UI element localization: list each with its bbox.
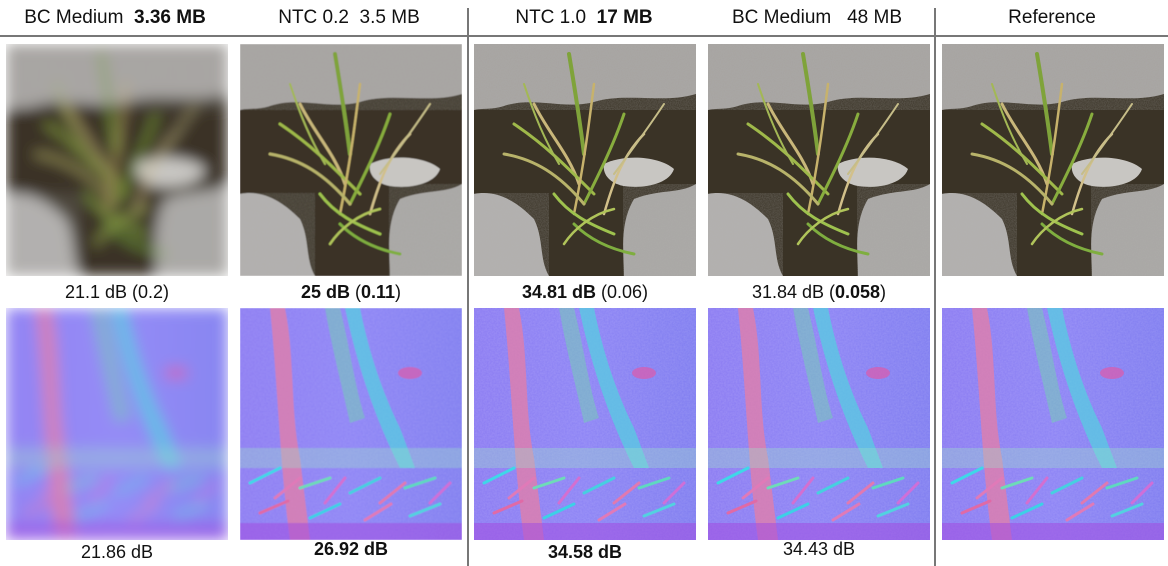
albedo-tile-reference	[942, 44, 1164, 276]
column-method: NTC 0.2	[278, 7, 349, 28]
psnr-value: 34.81 dB	[521, 282, 596, 302]
albedo-metric-bc-medium-low: 21.1 dB (0.2)	[64, 282, 170, 302]
psnr-value: 21.1 dB	[64, 282, 128, 302]
albedo-metric-ntc-10: 34.81 dB (0.06)	[521, 282, 649, 302]
normal-tile-ntc-02	[240, 308, 462, 540]
lpips-value: 0.11	[360, 282, 396, 302]
header-divider	[0, 35, 1168, 37]
lpips-value: 0.06	[607, 282, 643, 302]
column-header-bc-medium-low: BC Medium 3.36 MB	[4, 4, 226, 32]
psnr-value: 21.86 dB	[80, 542, 154, 562]
albedo-tile-ntc-10	[474, 44, 696, 276]
normal-tile-bc-medium-high	[708, 308, 930, 540]
column-size: 3.36 MB	[134, 7, 206, 28]
lpips-value: 0.058	[835, 282, 881, 302]
normal-tile-ntc-10	[474, 308, 696, 540]
column-method: BC Medium	[24, 7, 124, 28]
column-header-ntc-02: NTC 0.2 3.5 MB	[238, 4, 460, 32]
lpips-value: 0.2	[138, 282, 164, 302]
column-size: 48 MB	[847, 7, 902, 28]
column-method: Reference	[1008, 7, 1096, 28]
column-size: 17 MB	[596, 7, 653, 28]
group-divider-left	[467, 8, 469, 566]
albedo-tile-ntc-02	[240, 44, 462, 276]
normal-metric-ntc-10: 34.58 dB	[474, 540, 696, 564]
normal-metric-ntc-02: 26.92 dB	[240, 537, 462, 561]
psnr-value: 34.43 dB	[782, 539, 856, 559]
psnr-value: 25 dB	[300, 282, 350, 302]
group-divider-right	[934, 8, 936, 566]
normal-tile-bc-medium-low	[6, 308, 228, 540]
albedo-tile-bc-medium-high	[708, 44, 930, 276]
albedo-metric-ntc-02: 25 dB (0.11)	[300, 282, 402, 302]
normal-metric-bc-medium-low: 21.86 dB	[6, 540, 228, 564]
normal-tile-reference	[942, 308, 1164, 540]
albedo-metric-bc-medium-high: 31.84 dB (0.058)	[751, 282, 887, 302]
albedo-tile-bc-medium-low	[6, 44, 228, 276]
column-header-bc-medium-high: BC Medium 48 MB	[706, 4, 928, 32]
column-method: BC Medium	[731, 7, 832, 28]
column-header-ntc-10: NTC 1.0 17 MB	[473, 4, 695, 32]
psnr-value: 34.58 dB	[547, 542, 623, 562]
column-method: NTC 1.0	[515, 7, 587, 28]
normal-metric-bc-medium-high: 34.43 dB	[708, 537, 930, 561]
psnr-value: 26.92 dB	[313, 539, 389, 559]
column-header-reference: Reference	[941, 4, 1163, 32]
psnr-value: 31.84 dB	[751, 282, 824, 302]
column-size: 3.5 MB	[359, 7, 420, 28]
